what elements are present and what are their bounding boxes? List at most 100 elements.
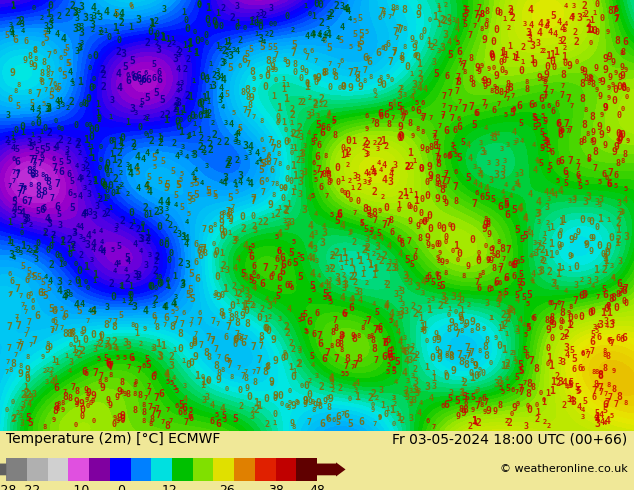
Text: 1: 1 [426,37,431,46]
Text: 7: 7 [230,203,235,210]
Text: 8: 8 [477,348,481,354]
Text: 7: 7 [27,318,32,327]
Text: 1: 1 [146,133,150,140]
Text: 0: 0 [77,266,82,276]
Text: 6: 6 [558,156,564,167]
Text: 9: 9 [299,65,304,74]
Text: 6: 6 [473,109,478,118]
Text: 3: 3 [512,350,516,356]
Text: 0: 0 [588,40,592,46]
Text: 2: 2 [534,415,540,424]
Text: 3: 3 [125,341,131,351]
Text: 5: 5 [146,173,151,182]
Text: 4: 4 [104,7,110,17]
Text: 8: 8 [126,390,131,399]
Text: 5: 5 [535,119,541,129]
Text: 9: 9 [75,402,79,408]
Text: 5: 5 [547,168,551,174]
Text: 6: 6 [195,274,200,284]
Text: 9: 9 [229,219,233,225]
Text: 5: 5 [173,385,177,391]
Text: 1: 1 [208,84,212,90]
Text: 9: 9 [516,401,521,407]
Text: 0: 0 [397,131,403,141]
Text: 4: 4 [314,211,318,217]
Text: 8: 8 [586,80,590,86]
Text: 7: 7 [467,31,472,40]
Text: 0: 0 [205,376,211,386]
Text: 5: 5 [515,291,520,300]
Text: 6: 6 [7,95,12,104]
Text: 0: 0 [300,383,304,389]
Text: 0: 0 [79,102,83,108]
Text: 5: 5 [160,157,165,166]
Text: 8: 8 [478,273,482,279]
Text: 7: 7 [371,118,375,123]
Text: 0: 0 [389,77,394,83]
Text: 5: 5 [104,354,108,364]
Text: 5: 5 [448,394,453,403]
Text: 4: 4 [529,230,534,240]
Text: 6: 6 [413,252,418,262]
Text: 1: 1 [597,214,604,224]
Text: 5: 5 [451,145,456,154]
Text: 3: 3 [506,310,510,316]
Text: 0: 0 [392,421,396,427]
Text: 1: 1 [380,136,386,146]
Text: 6: 6 [604,175,609,181]
Text: 8: 8 [357,334,361,340]
Text: 5: 5 [602,406,607,415]
Text: 9: 9 [448,318,454,328]
Text: 2: 2 [197,142,203,152]
Text: 1: 1 [42,230,46,236]
Text: 7: 7 [183,417,188,427]
Text: 3: 3 [78,28,84,38]
Text: 0: 0 [355,197,360,206]
Text: 1: 1 [119,282,124,292]
Text: 0: 0 [264,324,269,334]
Text: 5: 5 [503,288,508,297]
Text: 3: 3 [495,159,500,168]
Text: 0: 0 [283,184,288,193]
Text: 1: 1 [129,282,134,291]
Text: 1: 1 [271,92,276,101]
Text: 3: 3 [328,380,334,390]
Text: 4: 4 [591,283,595,289]
Text: 0: 0 [25,374,30,384]
Text: 6: 6 [151,372,157,382]
Text: 3: 3 [8,22,13,28]
Text: 8: 8 [132,392,136,397]
Text: 6: 6 [443,126,450,136]
Text: 1: 1 [354,392,360,402]
Text: 7: 7 [172,321,176,327]
Text: 1: 1 [71,345,77,355]
Text: 0: 0 [595,28,600,37]
Text: 4: 4 [164,369,169,379]
Text: 7: 7 [251,114,256,120]
Text: 1: 1 [292,368,297,373]
Text: 3: 3 [27,393,33,403]
Text: 4: 4 [98,228,103,234]
Text: 8: 8 [486,220,491,229]
Text: 3: 3 [499,171,505,181]
Text: 4: 4 [271,297,276,306]
Text: 1: 1 [341,248,347,258]
Text: 2: 2 [119,216,125,226]
Text: 7: 7 [460,63,465,72]
Text: 9: 9 [24,366,30,375]
Text: 7: 7 [483,104,488,110]
Text: 1: 1 [97,193,101,199]
Text: 4: 4 [127,169,133,178]
Text: 0: 0 [426,211,432,221]
Text: 6: 6 [512,260,517,270]
Text: 4: 4 [473,179,477,188]
Text: 6: 6 [51,156,56,162]
Text: 3: 3 [491,133,497,144]
Text: 4: 4 [164,371,169,381]
Text: 7: 7 [604,398,610,408]
Text: 6: 6 [251,270,256,276]
Text: 3: 3 [358,289,363,297]
Text: 7: 7 [387,14,392,20]
Text: 7: 7 [27,196,32,207]
Text: 6: 6 [508,261,512,267]
